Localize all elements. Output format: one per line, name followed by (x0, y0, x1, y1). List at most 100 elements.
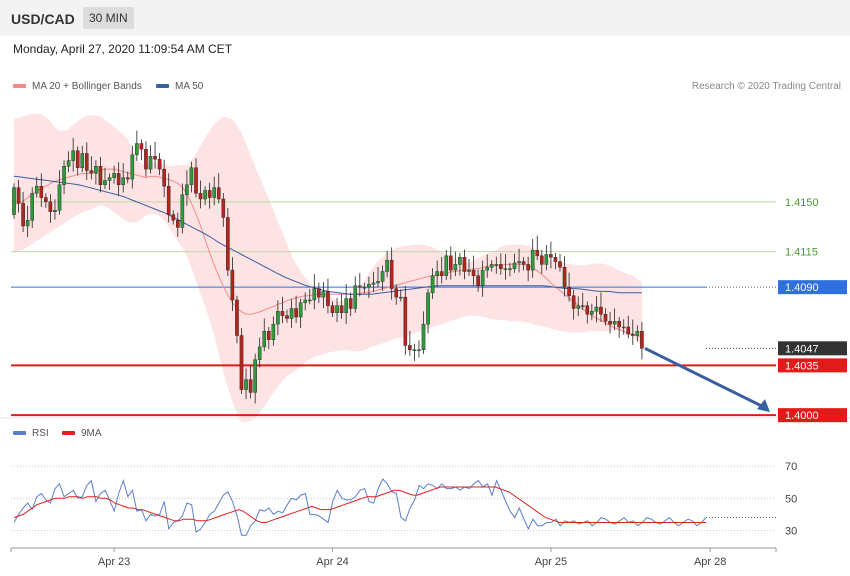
candle-body (635, 331, 640, 336)
legend-ma20-label: MA 20 + Bollinger Bands (32, 81, 142, 92)
candle-body (439, 271, 444, 276)
candle-body (267, 331, 271, 340)
candle-body (398, 296, 403, 299)
rsi-line (13, 478, 707, 536)
x-tick-label: Apr 23 (98, 556, 130, 568)
candle-body (198, 193, 203, 200)
candle-body (75, 150, 80, 168)
price-label-text: 1.4047 (785, 343, 819, 355)
candle-body (553, 257, 558, 262)
candle-body (48, 201, 53, 212)
candle-body (344, 298, 348, 313)
candle-body (175, 220, 180, 228)
price-label-1-4047: 1.4047 (778, 341, 847, 356)
candle-body (153, 156, 157, 160)
candle-body (98, 166, 103, 185)
candle-body (185, 184, 189, 195)
price-label-1-4150: 1.4150 (785, 197, 819, 209)
candle-body (367, 284, 371, 288)
price-label-box (778, 280, 847, 295)
candle-body (253, 359, 257, 393)
candle-body (426, 292, 430, 325)
price-label-text: 1.4000 (785, 410, 819, 422)
candle-body (53, 210, 57, 212)
candle-body (489, 264, 494, 268)
candle-body (485, 267, 490, 271)
price-label-text: 1.4115 (785, 247, 818, 259)
candle-body (89, 170, 94, 174)
candle-body (540, 255, 544, 265)
candle-body (144, 148, 148, 170)
price-label-1-4035: 1.4035 (778, 358, 847, 373)
candle-body (80, 153, 85, 168)
legend-ma50-label: MA 50 (175, 81, 204, 92)
candle-body (608, 321, 612, 325)
candle-body (585, 305, 590, 315)
candle-body (421, 323, 426, 350)
candle-body (212, 187, 217, 198)
candle-body (203, 190, 207, 200)
candle-body (603, 313, 608, 322)
candle-body (376, 281, 380, 284)
candle-body (612, 321, 617, 325)
candle-body (16, 187, 21, 204)
candle-body (294, 308, 298, 318)
candle-body (617, 321, 621, 328)
candle-body (458, 257, 462, 265)
candle-body (444, 255, 449, 276)
candle-body (403, 296, 408, 346)
candle-body (417, 349, 421, 351)
price-label-text: 1.4035 (785, 360, 819, 372)
candle-body (371, 282, 376, 285)
header-bar (0, 0, 850, 36)
candle-body (503, 268, 508, 270)
candle-body (280, 311, 285, 316)
rsi-tick-label: 30 (785, 526, 797, 538)
legend-ma50: MA 50 (156, 81, 203, 92)
candle-body (121, 177, 125, 185)
candle-body (535, 249, 540, 257)
candle-body (103, 180, 107, 185)
candle-body (549, 254, 553, 258)
candle-body (321, 291, 326, 298)
candle-body (84, 153, 89, 171)
candle-body (562, 267, 567, 288)
candle-body (517, 261, 521, 264)
candle-body (30, 193, 35, 221)
candle-body (380, 271, 385, 282)
candle-body (353, 285, 358, 309)
candle-body (530, 249, 535, 271)
price-label-box (778, 358, 847, 373)
candle-body (394, 288, 399, 298)
candle-body (307, 299, 312, 302)
legend-ma9-label: 9MA (81, 428, 102, 439)
candle-body (408, 345, 412, 350)
candle-body (385, 259, 389, 272)
candle-body (226, 217, 230, 271)
candle-body (262, 331, 267, 348)
price-label-text: 1.4150 (785, 197, 819, 209)
candle-body (166, 185, 171, 215)
candle-body (576, 305, 580, 309)
timeframe-button[interactable]: 30 MIN (83, 7, 134, 29)
candle-body (71, 150, 75, 161)
ma20-swatch (13, 84, 26, 89)
price-label-1-4115: 1.4115 (785, 247, 818, 259)
candle-body (567, 286, 571, 296)
x-tick-label: Apr 28 (694, 556, 726, 568)
candle-body (303, 299, 308, 304)
price-label-box (778, 341, 847, 356)
rsi-tick-label: 50 (785, 493, 797, 505)
candle-body (480, 269, 485, 286)
x-tick-label: Apr 24 (316, 556, 348, 568)
candle-body (139, 143, 144, 150)
candle-body (57, 184, 62, 211)
candle-body (526, 264, 530, 271)
candle-body (494, 264, 499, 266)
candle-body (194, 167, 198, 194)
legend-rsi: RSI (13, 428, 49, 439)
candle-body (285, 315, 289, 319)
candle-body (348, 298, 353, 309)
rsi-swatch (13, 431, 26, 436)
